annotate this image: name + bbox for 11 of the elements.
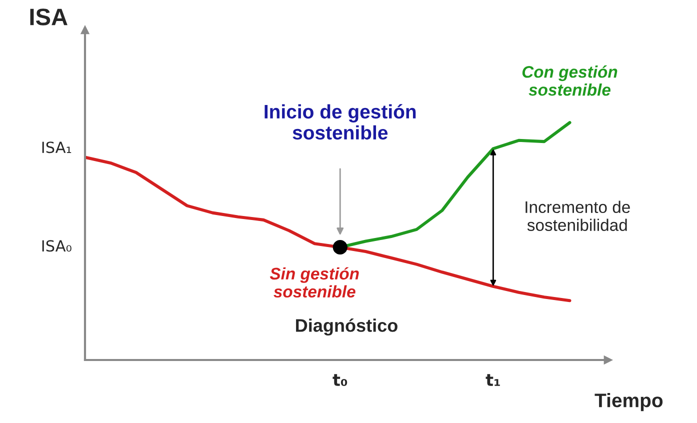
annotation: Diagnóstico — [296, 318, 398, 336]
text: Con gestión sostenible — [522, 65, 618, 96]
annotation: Incremento de sostenibilidad — [526, 200, 630, 232]
x-tick-label: t₀ — [332, 374, 348, 386]
y-axis-title: ISA — [30, 8, 68, 26]
text: ISA₁ — [42, 142, 72, 154]
text: ISA₀ — [42, 240, 72, 252]
annotation: Inicio de gestión sostenible — [264, 104, 416, 140]
series-label: Sin gestión sostenible — [270, 267, 359, 298]
x-tick-label: t₁ — [486, 374, 500, 386]
x-axis-title: Tiempo — [594, 393, 663, 412]
